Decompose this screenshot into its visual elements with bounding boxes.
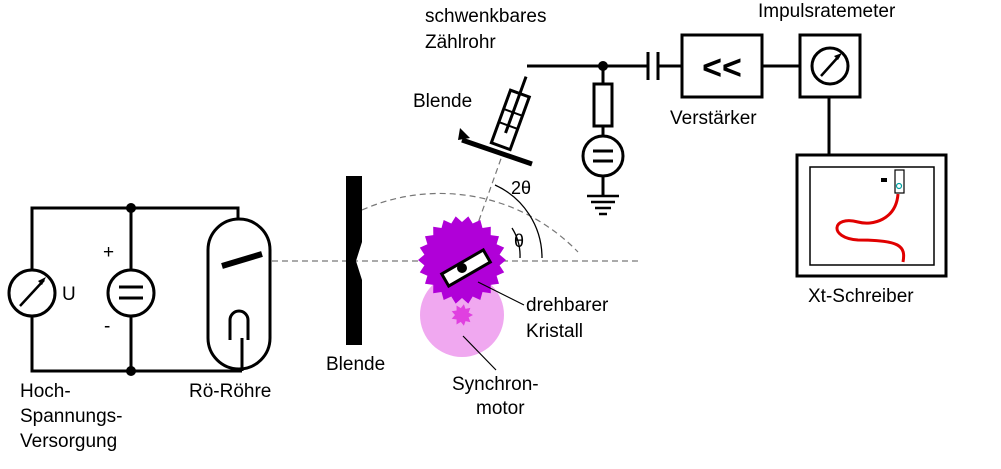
needle-arrow (38, 277, 46, 285)
tube-cathode (228, 309, 250, 340)
label-blende-bottom: Blende (326, 354, 385, 375)
motor-gear (451, 304, 473, 326)
two-theta-arc (494, 184, 543, 259)
label-synchron-1: Synchron- (452, 374, 539, 395)
theta-arc (511, 227, 521, 259)
junction-dot (598, 61, 608, 71)
xt-trace (835, 193, 906, 263)
label-blende-top: Blende (413, 91, 472, 112)
detector-aperture (461, 137, 533, 167)
label-zaehlrohr-2: Zählrohr (425, 32, 496, 53)
label-kristall-2: Kristall (526, 321, 583, 342)
resistor (592, 82, 614, 128)
detector-arc (361, 192, 579, 253)
ground-icon (587, 194, 619, 216)
label-xt-schreiber: Xt-Schreiber (808, 286, 914, 307)
label-two-theta: 2θ (511, 178, 531, 198)
label-theta: θ (514, 231, 524, 251)
label-u: U (62, 284, 76, 305)
amplifier-box (680, 33, 764, 99)
signal-wiring (527, 64, 831, 196)
label-plus: + (103, 242, 114, 263)
label-hoch-2: Spannungs- (20, 406, 122, 427)
ratemeter-needle (820, 55, 840, 77)
label-kristall-1: drehbarer (526, 295, 609, 316)
label-synchron-2: motor (476, 398, 525, 419)
xray-tube (206, 217, 272, 371)
amplifier-symbol: << (702, 49, 742, 87)
needle-arrow (834, 53, 842, 60)
xt-pen-tip (895, 182, 903, 190)
label-verstaerker: Verstärker (670, 108, 757, 129)
leader-synchron (462, 335, 497, 371)
crystal-gear (418, 216, 506, 304)
aperture-blende (346, 176, 362, 345)
label-roehre: Rö-Röhre (189, 381, 271, 402)
xt-marker (881, 178, 887, 182)
voltmeter-needle (19, 279, 45, 307)
label-zaehlrohr-1: schwenkbares (425, 6, 546, 27)
leader-kristall (477, 281, 525, 306)
crystal-pivot (457, 263, 467, 273)
voltage-source-icon (106, 268, 156, 318)
xt-recorder-paper (809, 166, 935, 266)
label-hoch-3: Versorgung (20, 431, 117, 452)
tube-anode (221, 251, 263, 269)
label-minus: - (104, 316, 110, 337)
label-hoch-1: Hoch- (20, 381, 71, 402)
junction-dot (126, 203, 136, 213)
counter-tube (489, 76, 532, 152)
counter-source-icon (581, 134, 625, 178)
label-impulsratemeter: Impulsratemeter (758, 1, 896, 22)
aperture-pointer (458, 128, 470, 140)
xt-pen (894, 169, 905, 194)
junction-dot (126, 366, 136, 376)
